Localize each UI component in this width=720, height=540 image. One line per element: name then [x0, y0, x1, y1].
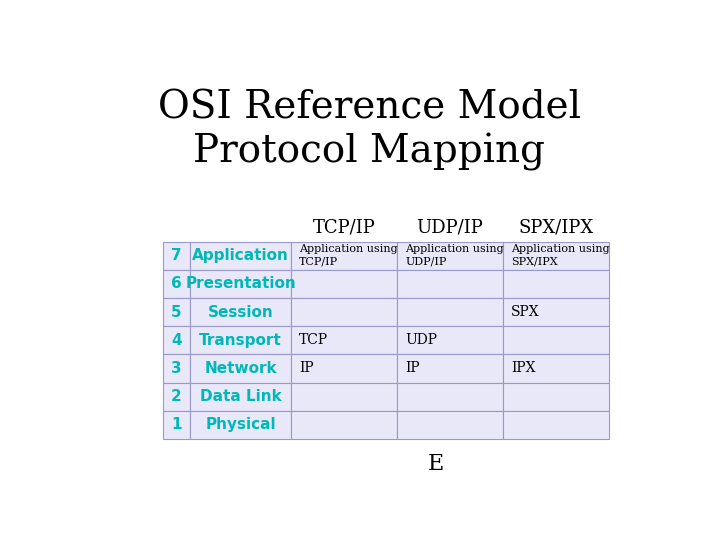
Bar: [503, 382, 609, 411]
Text: TCP: TCP: [300, 333, 328, 347]
Bar: [190, 241, 291, 270]
Bar: [163, 270, 191, 298]
Text: IPX: IPX: [511, 361, 536, 375]
Text: UDP/IP: UDP/IP: [417, 219, 483, 237]
Text: 1: 1: [171, 417, 181, 433]
Bar: [397, 241, 503, 270]
Bar: [397, 411, 503, 439]
Bar: [291, 241, 397, 270]
Text: Application using
UDP/IP: Application using UDP/IP: [405, 245, 504, 267]
Text: Application using
TCP/IP: Application using TCP/IP: [300, 245, 398, 267]
Text: 7: 7: [171, 248, 182, 263]
Bar: [163, 354, 191, 382]
Bar: [503, 270, 609, 298]
Text: Application using
SPX/IPX: Application using SPX/IPX: [511, 245, 610, 267]
Text: Application: Application: [192, 248, 289, 263]
Bar: [503, 241, 609, 270]
Bar: [190, 326, 291, 354]
Bar: [163, 241, 191, 270]
Text: Physical: Physical: [205, 417, 276, 433]
Bar: [163, 382, 191, 411]
Bar: [291, 382, 397, 411]
Text: UDP: UDP: [405, 333, 437, 347]
Bar: [190, 382, 291, 411]
Text: 2: 2: [171, 389, 182, 404]
Text: IP: IP: [300, 361, 314, 375]
Bar: [397, 382, 503, 411]
Text: Transport: Transport: [199, 333, 282, 348]
Bar: [291, 354, 397, 382]
Bar: [397, 326, 503, 354]
Text: Data Link: Data Link: [199, 389, 282, 404]
Text: 6: 6: [171, 276, 182, 292]
Text: TCP/IP: TCP/IP: [312, 219, 375, 237]
Bar: [397, 298, 503, 326]
Bar: [291, 270, 397, 298]
Bar: [163, 326, 191, 354]
Bar: [503, 298, 609, 326]
Bar: [163, 411, 191, 439]
Text: SPX/IPX: SPX/IPX: [518, 219, 593, 237]
Bar: [291, 298, 397, 326]
Text: 5: 5: [171, 305, 182, 320]
Bar: [503, 411, 609, 439]
Bar: [291, 411, 397, 439]
Bar: [503, 354, 609, 382]
Bar: [190, 354, 291, 382]
Text: Session: Session: [208, 305, 274, 320]
Text: 3: 3: [171, 361, 182, 376]
Bar: [190, 298, 291, 326]
Bar: [503, 326, 609, 354]
Text: E: E: [428, 453, 444, 475]
Text: OSI Reference Model
Protocol Mapping: OSI Reference Model Protocol Mapping: [158, 90, 580, 171]
Text: Network: Network: [204, 361, 277, 376]
Text: SPX: SPX: [511, 305, 540, 319]
Bar: [397, 270, 503, 298]
Bar: [397, 354, 503, 382]
Bar: [291, 326, 397, 354]
Text: 4: 4: [171, 333, 182, 348]
Bar: [190, 270, 291, 298]
Bar: [163, 298, 191, 326]
Text: Presentation: Presentation: [185, 276, 296, 292]
Text: IP: IP: [405, 361, 420, 375]
Bar: [190, 411, 291, 439]
